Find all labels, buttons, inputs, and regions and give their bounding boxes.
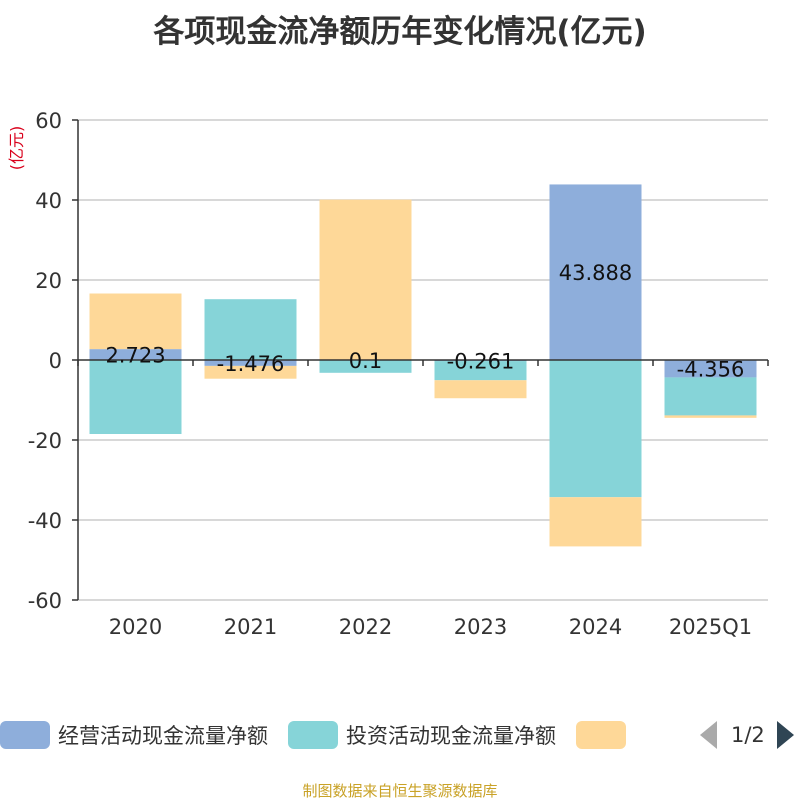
legend-swatch-financing	[576, 721, 626, 749]
data-label: 0.1	[349, 349, 382, 373]
y-axis-label: (亿元)	[7, 126, 26, 171]
x-tick-label: 2024	[569, 615, 622, 639]
pager-prev-icon[interactable]	[700, 721, 717, 749]
x-tick-label: 2023	[454, 615, 507, 639]
y-tick-label: 40	[35, 189, 62, 213]
y-tick-label: -60	[28, 589, 62, 613]
bar-series1-2020[interactable]	[90, 360, 182, 434]
legend-item-operating[interactable]: 经营活动现金流量净额	[0, 720, 268, 750]
bar-series2-2024[interactable]	[550, 497, 642, 546]
y-tick-label: 60	[35, 109, 62, 133]
data-label: 43.888	[559, 261, 632, 285]
legend-item-investing[interactable]: 投资活动现金流量净额	[288, 720, 556, 750]
y-tick-label: 20	[35, 269, 62, 293]
bar-series1-2024[interactable]	[550, 360, 642, 497]
legend-label-investing: 投资活动现金流量净额	[346, 720, 556, 750]
bar-series2-2022[interactable]	[320, 200, 412, 360]
legend-item-financing[interactable]	[576, 721, 634, 749]
legend: 经营活动现金流量净额 投资活动现金流量净额	[0, 718, 654, 752]
y-tick-label: -40	[28, 509, 62, 533]
x-tick-label: 2020	[109, 615, 162, 639]
legend-label-operating: 经营活动现金流量净额	[58, 720, 268, 750]
pager-text: 1/2	[731, 723, 765, 747]
legend-swatch-investing	[288, 721, 338, 749]
bar-series1-2025Q1[interactable]	[665, 377, 757, 415]
x-tick-label: 2025Q1	[669, 615, 752, 639]
bar-series2-2023[interactable]	[435, 380, 527, 398]
bar-series2-2020[interactable]	[90, 294, 182, 350]
data-label: -1.476	[217, 352, 285, 376]
x-tick-label: 2021	[224, 615, 277, 639]
y-tick-label: -20	[28, 429, 62, 453]
pager-next-icon[interactable]	[777, 721, 794, 749]
y-tick-label: 0	[49, 349, 62, 373]
legend-swatch-operating	[0, 721, 50, 749]
legend-pager: 1/2	[700, 718, 794, 752]
data-label: -4.356	[677, 358, 745, 382]
data-label: 2.723	[105, 344, 165, 368]
bar-series1-2021[interactable]	[205, 299, 297, 360]
x-tick-label: 2022	[339, 615, 392, 639]
data-label: -0.261	[447, 350, 515, 374]
source-note: 制图数据来自恒生聚源数据库	[0, 780, 800, 801]
bar-series2-2025Q1[interactable]	[665, 415, 757, 417]
